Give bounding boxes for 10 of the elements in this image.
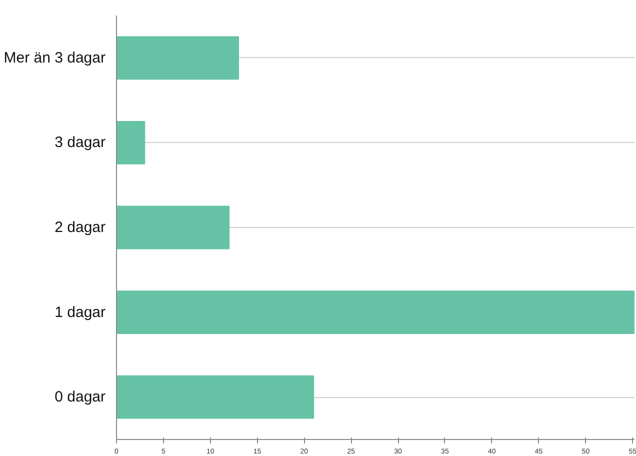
- bar: [116, 375, 314, 419]
- bar: [116, 206, 230, 250]
- y-tick-label: 2 dagar: [54, 219, 106, 236]
- bar: [116, 121, 146, 164]
- y-tick-label: 0 dagar: [54, 388, 106, 406]
- bar: [116, 290, 634, 334]
- y-tick-label: 1 dagar: [54, 304, 106, 321]
- bar: [116, 36, 239, 80]
- y-tick-label: 3 dagar: [54, 134, 106, 152]
- y-tick-label: Mer än 3 dagar: [4, 49, 106, 66]
